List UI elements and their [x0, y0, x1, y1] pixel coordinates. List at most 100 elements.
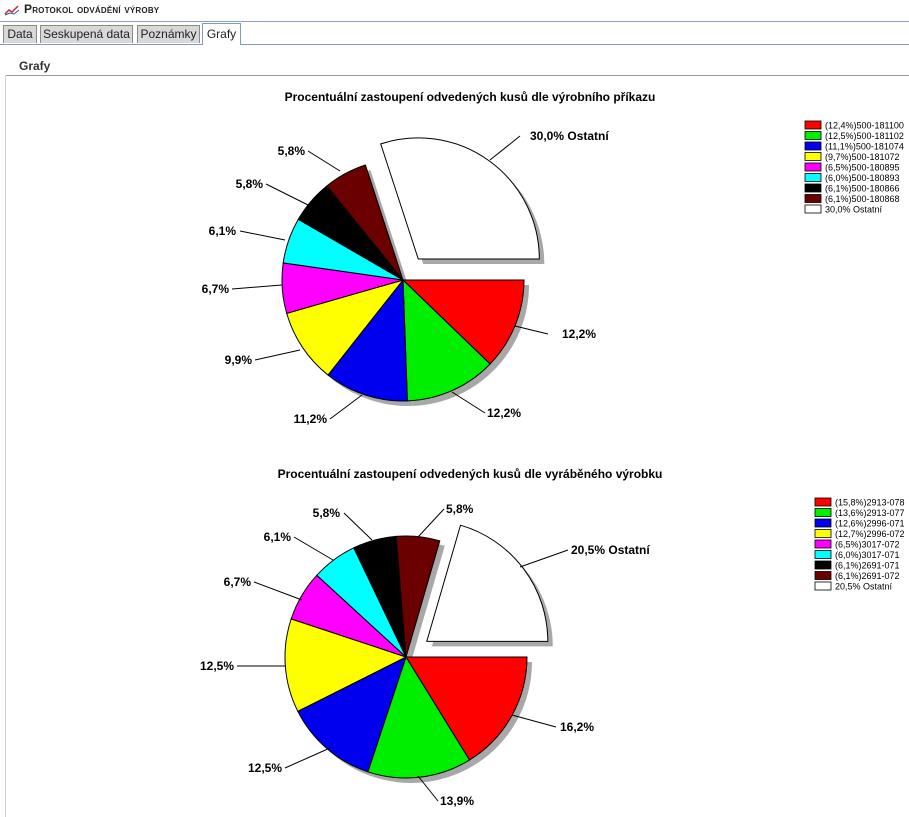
chart-legend: (12,4%)500-181100(12,5%)500-181102(11,1%… — [804, 120, 904, 215]
pie-slice — [367, 655, 471, 779]
pie-slice — [327, 278, 408, 402]
legend-entry: (6,1%)500-180868 — [825, 194, 900, 204]
legend-swatch — [814, 539, 832, 549]
legend-entry: (11,1%)500-181074 — [825, 142, 904, 152]
legend-entry: (6,0%)3017-071 — [835, 550, 900, 560]
legend-swatch — [804, 194, 822, 203]
slice-label: 5,8% — [278, 144, 306, 158]
slice-label: 30,0% Ostatní — [530, 129, 609, 143]
legend-swatch — [804, 204, 822, 214]
content-border — [5, 76, 6, 817]
slice-label: 12,2% — [487, 406, 521, 420]
legend-entry: (6,1%)2691-071 — [835, 561, 900, 571]
legend-entry: (13,6%)2913-077 — [835, 508, 905, 518]
tab-grafy[interactable]: Grafy — [202, 23, 241, 45]
chart-line-icon — [4, 5, 20, 16]
pie-chart-product: Procentuální zastoupení odvedených kusů … — [200, 467, 905, 808]
slice-label: 5,8% — [313, 506, 341, 520]
legend-entry: (6,0%)500-180893 — [825, 173, 900, 183]
legend-entry: 30,0% Ostatní — [825, 205, 883, 215]
legend-swatch — [804, 183, 822, 193]
legend-entry: (9,7%)500-181072 — [825, 152, 900, 162]
slice-label-leader — [343, 512, 373, 541]
slice-label: 6,7% — [202, 282, 230, 296]
section-title: Grafy — [19, 59, 51, 73]
slice-label-leader — [307, 150, 341, 172]
slice-label-leader — [329, 394, 363, 420]
slice-label-leader — [284, 747, 331, 769]
legend-swatch — [804, 173, 822, 182]
slice-label: 6,1% — [209, 224, 237, 238]
legend-swatch — [804, 152, 822, 161]
pie-slice — [326, 164, 404, 281]
pie-chart-production-order: Procentuální zastoupení odvedených kusů … — [202, 90, 904, 426]
tab-poznamky[interactable]: Poznámky — [137, 25, 200, 43]
slice-label: 12,5% — [200, 659, 234, 673]
legend-entry: (6,5%)3017-072 — [835, 540, 900, 550]
slice-label: 9,9% — [225, 353, 253, 367]
legend-swatch — [804, 120, 822, 130]
pie-slice — [401, 279, 525, 365]
legend-swatch — [804, 141, 822, 151]
legend-entry: (6,1%)2691-072 — [835, 571, 900, 581]
slice-label-leader — [253, 581, 303, 601]
slice-label-leader — [489, 135, 521, 161]
slice-label: 6,1% — [264, 530, 292, 544]
tab-data[interactable]: Data — [3, 25, 37, 43]
pie-slice — [402, 278, 491, 402]
slice-label: 13,9% — [440, 794, 474, 808]
slice-label: 16,2% — [560, 720, 594, 734]
pie-slice — [297, 656, 407, 773]
legend-swatch — [814, 497, 832, 507]
slice-label-leader — [511, 714, 557, 728]
legend-entry: (12,4%)500-181100 — [825, 121, 904, 131]
chart-legend: (15,8%)2913-078(13,6%)2913-077(12,6%)299… — [814, 497, 905, 592]
tab-seskupena-data[interactable]: Seskupená data — [40, 25, 133, 43]
legend-swatch — [814, 508, 832, 517]
legend-entry: (6,1%)500-180866 — [825, 184, 900, 194]
section-header: Grafy — [0, 54, 909, 76]
legend-swatch — [804, 131, 822, 140]
slice-label: 11,2% — [294, 412, 328, 426]
slice-label-leader — [265, 183, 309, 206]
section-divider — [6, 75, 909, 76]
pie-slice — [380, 137, 540, 260]
slice-label-leader — [231, 284, 283, 290]
slice-label: 5,8% — [236, 177, 264, 191]
legend-swatch — [814, 581, 832, 591]
legend-swatch — [814, 518, 832, 528]
slice-label: 6,7% — [224, 575, 252, 589]
slice-label-leader — [239, 230, 286, 241]
pie-slice — [426, 524, 549, 642]
slice-label-leader — [417, 508, 445, 538]
window-title: Protokol odvádění výroby — [24, 2, 160, 16]
chart-title: Procentuální zastoupení odvedených kusů … — [285, 90, 656, 104]
window-titlebar: Protokol odvádění výroby — [0, 0, 909, 22]
legend-swatch — [814, 550, 832, 559]
legend-entry: (12,5%)500-181102 — [825, 131, 904, 141]
legend-swatch — [814, 560, 832, 570]
legend-swatch — [804, 162, 822, 172]
slice-label-leader — [519, 549, 569, 568]
chart-title: Procentuální zastoupení odvedených kusů … — [278, 467, 663, 481]
slice-label-leader — [514, 325, 549, 335]
slice-label: 12,5% — [248, 761, 282, 775]
legend-entry: (15,8%)2913-078 — [835, 498, 905, 508]
slice-label: 12,2% — [562, 327, 596, 341]
slice-label-leader — [293, 536, 334, 561]
slice-label: 20,5% Ostatní — [571, 543, 650, 557]
legend-entry: (12,7%)2996-072 — [835, 529, 905, 539]
slice-label-leader — [451, 391, 486, 414]
pie-slice — [405, 656, 528, 761]
legend-swatch — [814, 571, 832, 580]
legend-entry: (6,5%)500-180895 — [825, 163, 900, 173]
slice-label: 5,8% — [446, 502, 474, 516]
slice-label-leader — [254, 349, 301, 361]
tab-strip: Data Seskupená data Poznámky Grafy — [0, 22, 909, 45]
legend-swatch — [814, 529, 832, 538]
slice-label-leader — [417, 775, 439, 802]
legend-entry: (12,6%)2996-071 — [835, 519, 905, 529]
legend-entry: 20,5% Ostatní — [835, 582, 893, 592]
pie-slice — [286, 279, 405, 376]
